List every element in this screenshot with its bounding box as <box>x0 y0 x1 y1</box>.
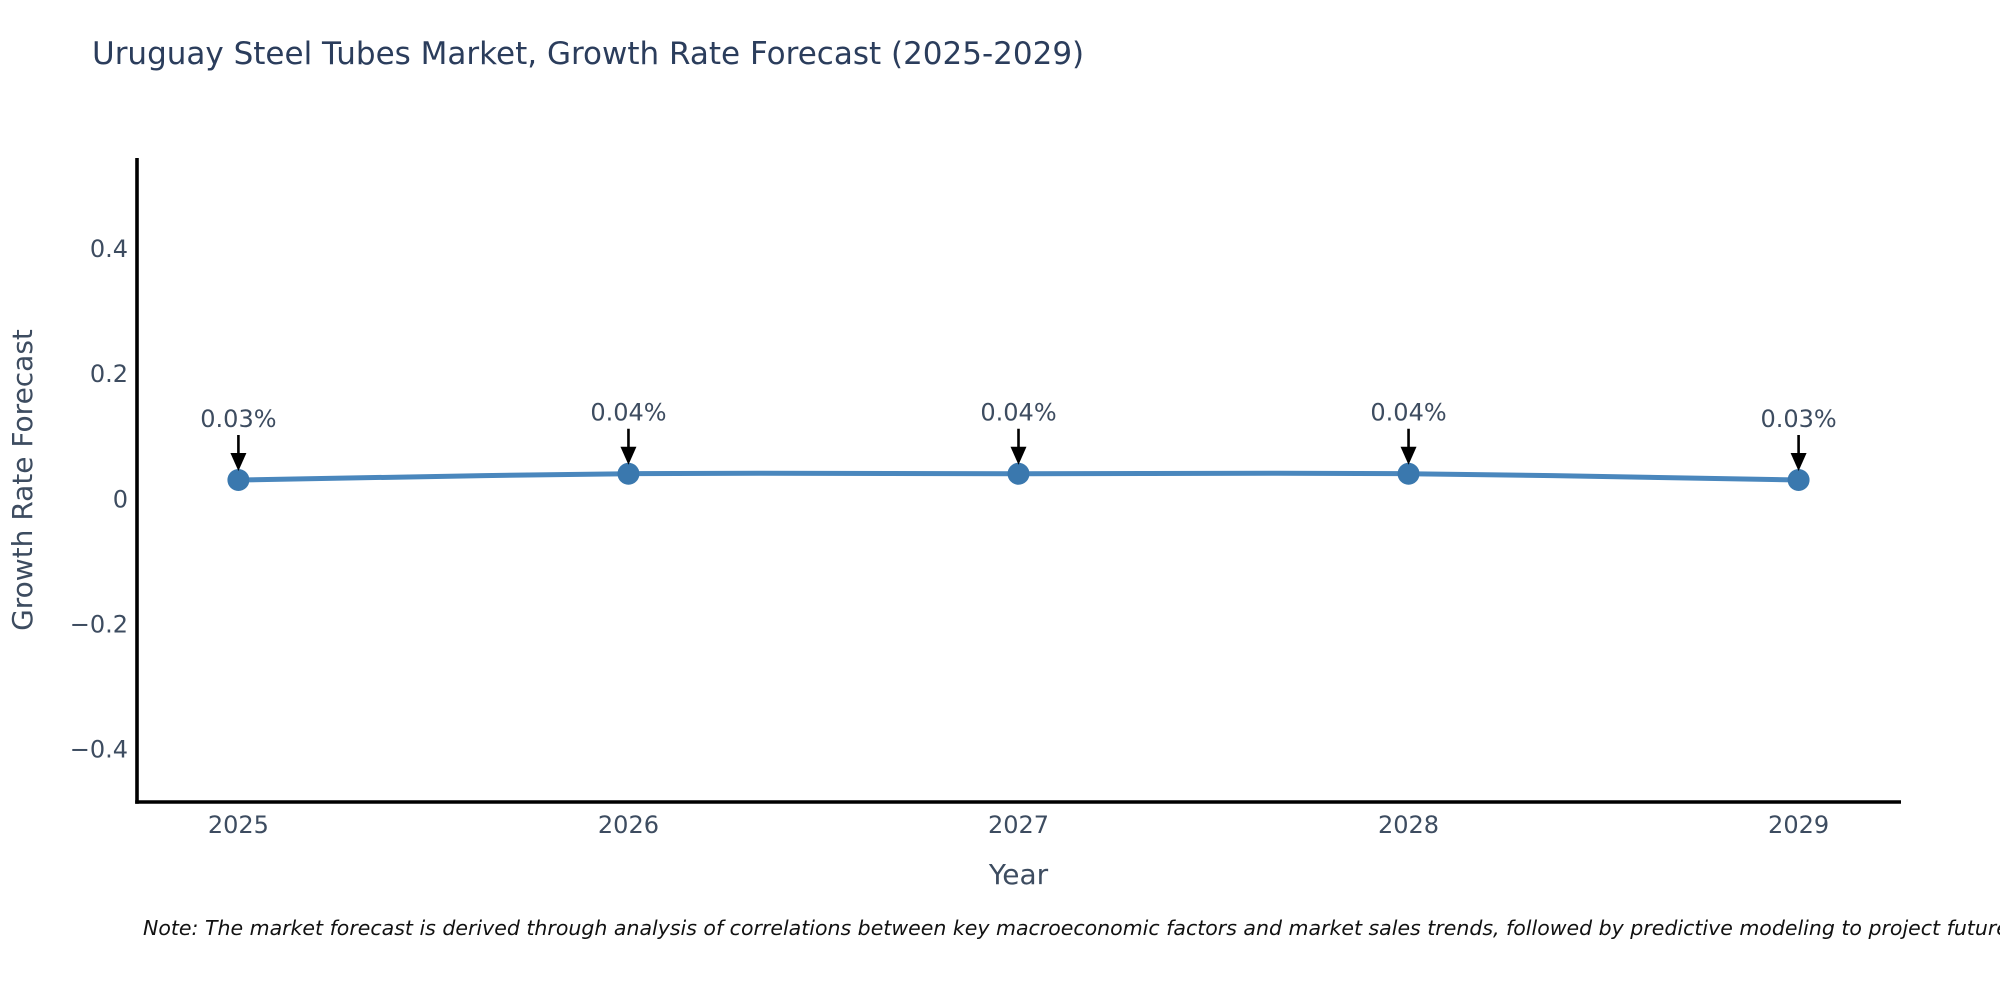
y-tick-label: 0.2 <box>90 360 128 388</box>
x-tick-label: 2028 <box>1378 811 1439 839</box>
point-annotation-label: 0.03% <box>1760 405 1836 433</box>
x-tick-label: 2027 <box>988 811 1049 839</box>
data-point-marker <box>617 462 640 485</box>
y-tick-label: −0.2 <box>70 610 128 638</box>
chart-footnote: Note: The market forecast is derived thr… <box>143 916 2000 940</box>
annotation-arrow-head <box>1400 446 1417 465</box>
data-point-marker <box>1007 462 1030 485</box>
annotation-arrow-head <box>1010 446 1027 465</box>
annotation-arrow-head <box>620 446 637 465</box>
x-tick-label: 2029 <box>1768 811 1829 839</box>
point-annotation-label: 0.04% <box>980 399 1056 427</box>
y-axis-title: Growth Rate Forecast <box>6 329 39 631</box>
x-tick-label: 2025 <box>208 811 269 839</box>
x-tick-label: 2026 <box>598 811 659 839</box>
point-annotation-label: 0.04% <box>590 399 666 427</box>
annotation-arrow-head <box>230 453 247 471</box>
annotation-arrow-head <box>1790 453 1807 471</box>
x-axis-title: Year <box>988 858 1049 891</box>
data-point-marker <box>227 469 250 491</box>
data-point-marker <box>1787 469 1810 491</box>
chart-title: Uruguay Steel Tubes Market, Growth Rate … <box>92 36 1085 72</box>
data-point-marker <box>1397 462 1420 485</box>
y-tick-label: 0 <box>113 485 128 513</box>
point-annotation-label: 0.04% <box>1370 399 1446 427</box>
y-tick-label: 0.4 <box>90 235 128 263</box>
point-annotation-label: 0.03% <box>200 405 276 433</box>
y-tick-label: −0.4 <box>70 735 128 763</box>
